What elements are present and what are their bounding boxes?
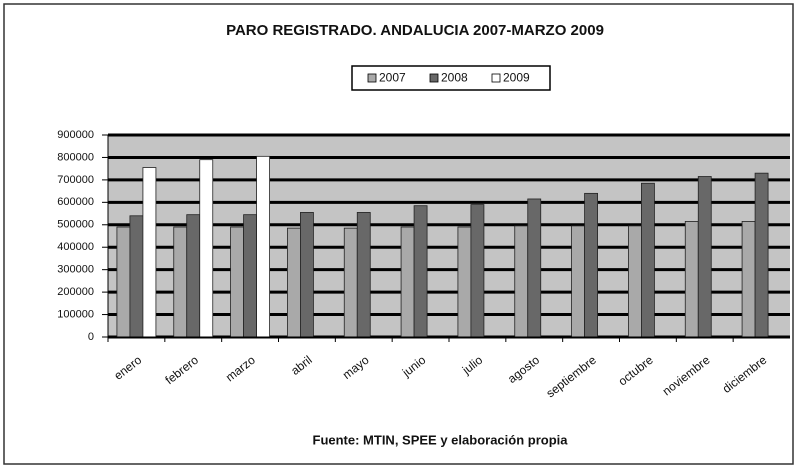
bar — [173, 226, 188, 338]
legend-label: 2007 — [379, 71, 406, 85]
y-tick-label: 500000 — [57, 219, 94, 231]
bar — [343, 227, 358, 338]
chart-title: PARO REGISTRADO. ANDALUCIA 2007-MARZO 20… — [226, 22, 604, 39]
bar — [300, 212, 314, 338]
bar — [243, 214, 257, 338]
bar — [641, 182, 655, 338]
legend-swatch — [491, 73, 501, 83]
bar — [413, 205, 428, 338]
y-tick-label: 700000 — [57, 174, 94, 186]
legend-swatch — [429, 73, 439, 83]
bar — [571, 225, 585, 338]
bar — [199, 159, 214, 338]
y-tick-label: 100000 — [57, 308, 94, 320]
y-tick-label: 200000 — [57, 286, 94, 298]
y-tick-label: 800000 — [57, 151, 94, 163]
bar — [400, 226, 415, 338]
bar — [741, 221, 756, 338]
legend-label: 2008 — [441, 71, 468, 85]
bar — [230, 226, 244, 338]
y-tick-label: 600000 — [57, 196, 94, 208]
bar — [287, 227, 301, 338]
legend-swatch — [367, 73, 377, 83]
bar — [527, 198, 542, 338]
bar — [129, 215, 144, 338]
bar — [142, 167, 157, 338]
bar — [697, 176, 712, 338]
bar — [116, 226, 131, 338]
bar — [754, 172, 769, 338]
bar — [584, 192, 598, 338]
bar — [356, 212, 371, 338]
source-note: Fuente: MTIN, SPEE y elaboración propia — [313, 432, 569, 447]
y-tick-label: 300000 — [57, 264, 94, 276]
y-tick-label: 900000 — [57, 129, 94, 141]
y-tick-label: 0 — [88, 331, 94, 343]
y-tick-label: 400000 — [57, 241, 94, 253]
bar — [628, 225, 642, 338]
bar — [457, 226, 472, 338]
bar — [470, 204, 485, 338]
plot-area — [108, 135, 790, 337]
bar — [186, 214, 201, 338]
legend-box — [351, 65, 551, 91]
legend-label: 2009 — [503, 71, 530, 85]
bar — [256, 155, 270, 338]
bar — [514, 225, 529, 338]
bar — [684, 221, 699, 338]
